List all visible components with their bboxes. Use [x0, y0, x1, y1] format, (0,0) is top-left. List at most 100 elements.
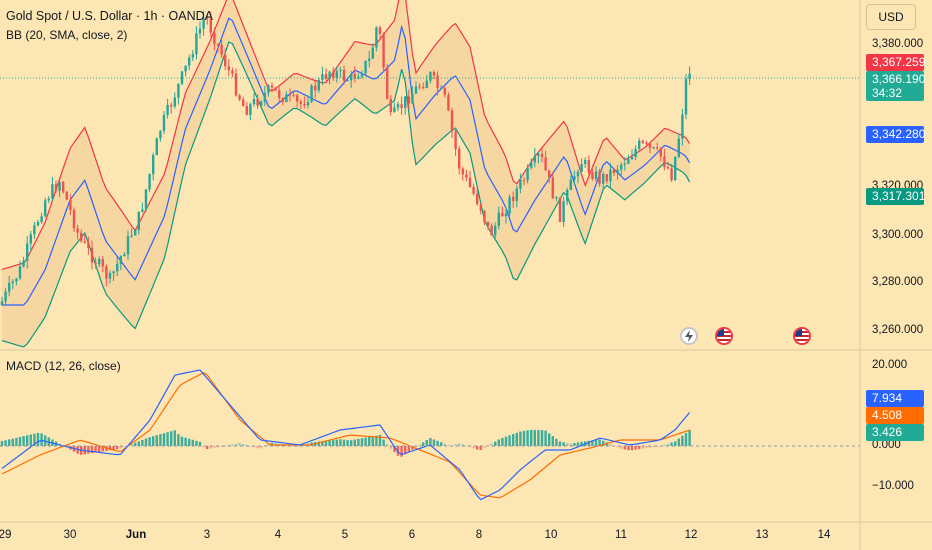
macd-histogram-bar [0, 441, 4, 446]
time-tick: 6 [408, 529, 416, 541]
candle-body [299, 101, 302, 104]
candle-body [332, 71, 335, 79]
candle-body [162, 114, 166, 131]
candle-body [288, 94, 292, 96]
macd-histogram-bar [342, 439, 346, 446]
candle-body [537, 153, 540, 156]
macd-histogram-bar [425, 440, 428, 446]
candle-body [382, 33, 385, 68]
bb-basis-badge: 3,342.280 [866, 126, 925, 143]
candle-body [558, 197, 562, 222]
candle-body [44, 200, 47, 217]
candle-body [80, 232, 83, 241]
macd-histogram-bar [519, 431, 522, 446]
candle-body [65, 191, 68, 200]
candle-body [483, 210, 486, 222]
candle-body [116, 263, 119, 272]
candle-body [458, 148, 461, 169]
macd-histogram-bar [443, 443, 446, 446]
bb-lower-line [1, 41, 691, 348]
candle-body [512, 196, 515, 201]
candle-body [36, 222, 40, 226]
macd-histogram-bar [418, 444, 421, 446]
macd-histogram-bar [220, 446, 223, 447]
macd-tick: 20.000 [872, 359, 908, 371]
candle-body [605, 174, 608, 182]
candle-body [256, 99, 259, 106]
macd-histogram-bar [681, 435, 684, 446]
currency-button[interactable]: USD [866, 4, 916, 30]
signal-line [1, 372, 690, 499]
macd-histogram-bar [630, 446, 634, 451]
candle-body [389, 98, 392, 113]
candle-body [504, 213, 508, 217]
candle-body [76, 228, 79, 233]
candle-body [461, 168, 464, 175]
macd-value-badge: 7.934 [866, 390, 924, 407]
macd-histogram-bar [656, 446, 659, 447]
macd-histogram-bar [483, 446, 486, 448]
macd-histogram-bar [350, 440, 353, 446]
lightning-event-icon[interactable] [680, 327, 698, 345]
macd-histogram-bar [530, 429, 533, 446]
macd-histogram-bar [18, 437, 22, 446]
time-tick: 14 [817, 529, 831, 541]
macd-histogram-bar [252, 446, 256, 448]
macd-histogram-bar [29, 434, 32, 446]
macd-histogram-bar [152, 436, 155, 446]
candle-body [33, 225, 36, 235]
macd-histogram-bar [436, 440, 439, 446]
macd-histogram-bar [184, 437, 187, 446]
candle-body [681, 114, 684, 139]
candle-body [659, 147, 662, 157]
macd-histogram-bar [134, 442, 137, 446]
candle-body [260, 101, 263, 106]
candle-body [670, 168, 673, 181]
candle-body [598, 171, 601, 184]
candle-body [602, 174, 605, 184]
macd-histogram-bar [569, 443, 572, 446]
candle-body [245, 106, 248, 115]
macd-histogram-bar [249, 446, 252, 447]
candle-body [11, 281, 14, 283]
us-flag-event-icon[interactable] [715, 327, 733, 345]
time-tick: 4 [274, 529, 282, 541]
macd-histogram-bar [591, 440, 594, 446]
macd-histogram-bar [159, 434, 162, 446]
candle-body [422, 87, 425, 89]
macd-histogram-bar [292, 445, 295, 447]
candle-body [688, 73, 691, 80]
macd-histogram-bar [101, 446, 104, 452]
candle-body [533, 155, 536, 163]
candle-body [501, 212, 504, 217]
candle-body [69, 199, 72, 210]
macd-histogram-bar [594, 439, 598, 446]
candle-body [188, 57, 191, 66]
candle-body [666, 167, 670, 169]
candle-body [306, 101, 310, 106]
candle-body [234, 73, 238, 96]
macd-indicator-label[interactable]: MACD (12, 26, close) [6, 359, 121, 373]
candle-body [641, 140, 644, 143]
symbol-title[interactable]: Gold Spot / U.S. Dollar · 1h · OANDA [6, 9, 214, 23]
candle-body [515, 188, 518, 201]
macd-histogram-bar [368, 436, 371, 446]
macd-histogram-bar [141, 439, 144, 446]
macd-tick: 0.000 [872, 439, 901, 451]
bb-indicator-label[interactable]: BB (20, SMA, close, 2) [6, 28, 128, 42]
us-flag-event-icon[interactable] [793, 327, 811, 345]
macd-histogram-bar [580, 441, 583, 446]
macd-histogram-bar [501, 437, 504, 446]
macd-histogram-bar [666, 443, 670, 446]
candle-body [62, 181, 65, 192]
candle-body [677, 138, 680, 157]
candle-body [141, 209, 144, 212]
candle-body [357, 76, 360, 79]
candle-body [206, 18, 209, 20]
macd-histogram-bar [198, 441, 202, 446]
candle-body [195, 33, 198, 55]
macd-histogram-bar [375, 435, 378, 446]
macd-histogram-bar [112, 446, 115, 450]
candle-body [508, 196, 511, 214]
